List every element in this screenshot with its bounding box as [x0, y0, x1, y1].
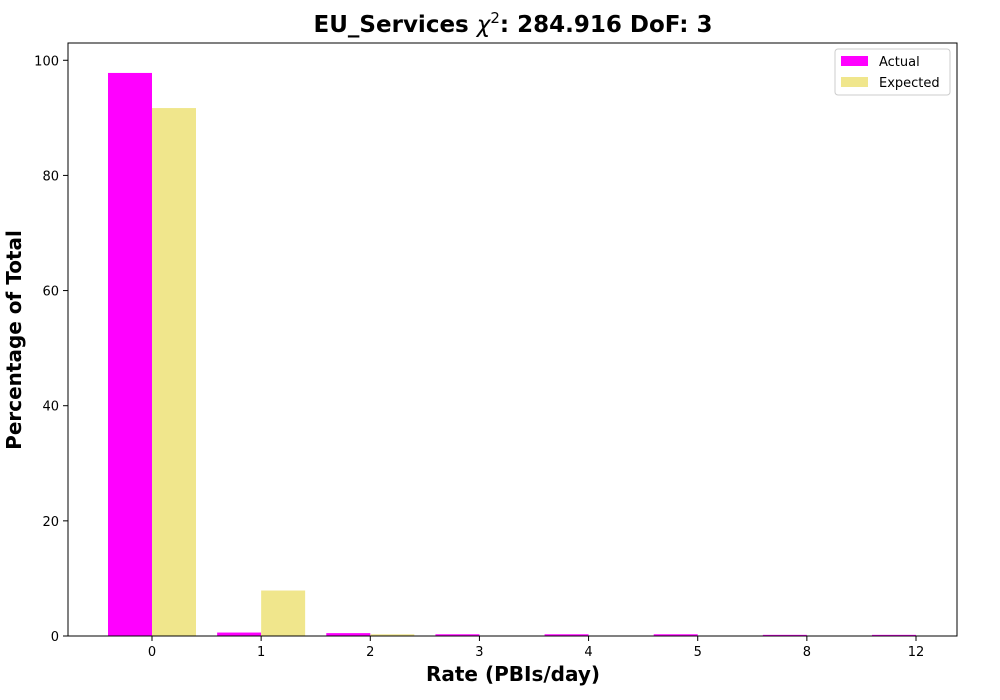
bar-expected-2 — [370, 634, 415, 636]
chart-title: EU_Services χ2: 284.916 DoF: 3 — [314, 9, 713, 38]
x-tick-label-12: 12 — [908, 645, 925, 660]
x-tick-label-1: 1 — [257, 645, 265, 660]
y-tick-label-40: 40 — [42, 400, 59, 415]
bar-actual-0 — [108, 72, 152, 636]
bar-actual-5 — [653, 634, 698, 636]
bar-actual-2 — [326, 633, 371, 636]
bar-expected-0 — [152, 108, 196, 636]
bar-actual-3 — [435, 634, 480, 636]
legend-swatch-expected — [841, 77, 868, 87]
y-tick-label-80: 80 — [42, 169, 59, 184]
bar-actual-8 — [762, 634, 807, 636]
x-tick-label-0: 0 — [148, 645, 156, 660]
plot-area-frame — [67, 42, 958, 637]
y-tick-label-60: 60 — [42, 285, 59, 300]
y-axis-ticks: 0 20 40 60 80 100 — [34, 54, 68, 645]
x-tick-label-4: 4 — [584, 645, 592, 660]
bars-group — [108, 72, 916, 636]
y-tick-label-0: 0 — [51, 630, 59, 645]
bar-expected-1 — [261, 590, 306, 636]
x-tick-label-2: 2 — [366, 645, 374, 660]
bar-actual-1 — [217, 632, 262, 636]
title-superscript: 2 — [490, 9, 500, 27]
x-axis-label: Rate (PBIs/day) — [426, 662, 600, 686]
legend-label-expected: Expected — [879, 76, 940, 91]
x-tick-label-3: 3 — [475, 645, 483, 660]
bar-actual-12 — [872, 634, 916, 636]
y-tick-label-100: 100 — [34, 54, 59, 69]
legend-label-actual: Actual — [879, 55, 920, 70]
title-prefix: EU_Services — [314, 12, 477, 38]
x-tick-label-5: 5 — [694, 645, 702, 660]
y-axis-label: Percentage of Total — [2, 230, 26, 450]
x-tick-label-8: 8 — [803, 645, 811, 660]
bar-actual-4 — [544, 634, 589, 636]
y-tick-label-20: 20 — [42, 515, 59, 530]
x-axis-ticks: 0 1 2 3 4 5 8 12 — [148, 636, 924, 660]
title-chi: χ — [475, 12, 492, 38]
legend: Actual Expected — [834, 48, 951, 96]
title-suffix: : 284.916 DoF: 3 — [500, 12, 713, 38]
legend-swatch-actual — [841, 56, 868, 66]
